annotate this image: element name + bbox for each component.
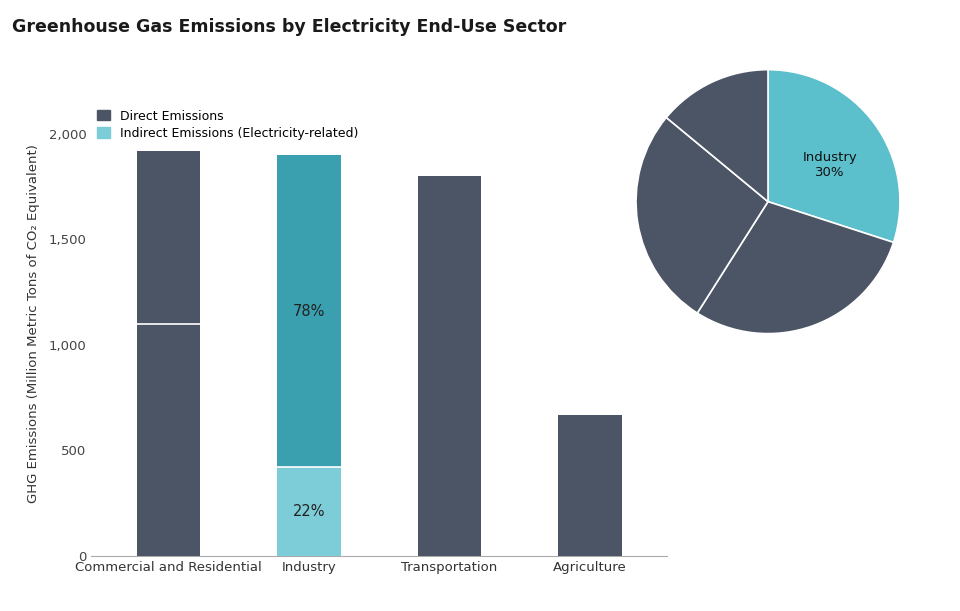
Y-axis label: GHG Emissions (Million Metric Tons of CO₂ Equivalent): GHG Emissions (Million Metric Tons of CO… [27, 144, 40, 503]
Bar [277, 467, 341, 556]
Text: Industry
30%: Industry 30% [803, 150, 857, 178]
Bar [559, 415, 621, 556]
Bar [418, 176, 481, 556]
Text: Greenhouse Gas Emissions by Electricity End-Use Sector: Greenhouse Gas Emissions by Electricity … [12, 18, 566, 36]
Text: 22%: 22% [293, 504, 325, 519]
Wedge shape [636, 117, 768, 313]
Legend: Direct Emissions, Indirect Emissions (Electricity-related): Direct Emissions, Indirect Emissions (El… [98, 109, 358, 140]
Wedge shape [768, 70, 900, 243]
Text: 78%: 78% [293, 304, 325, 319]
Wedge shape [666, 70, 768, 202]
Bar [277, 155, 341, 467]
Bar [137, 151, 200, 556]
Wedge shape [697, 202, 894, 334]
